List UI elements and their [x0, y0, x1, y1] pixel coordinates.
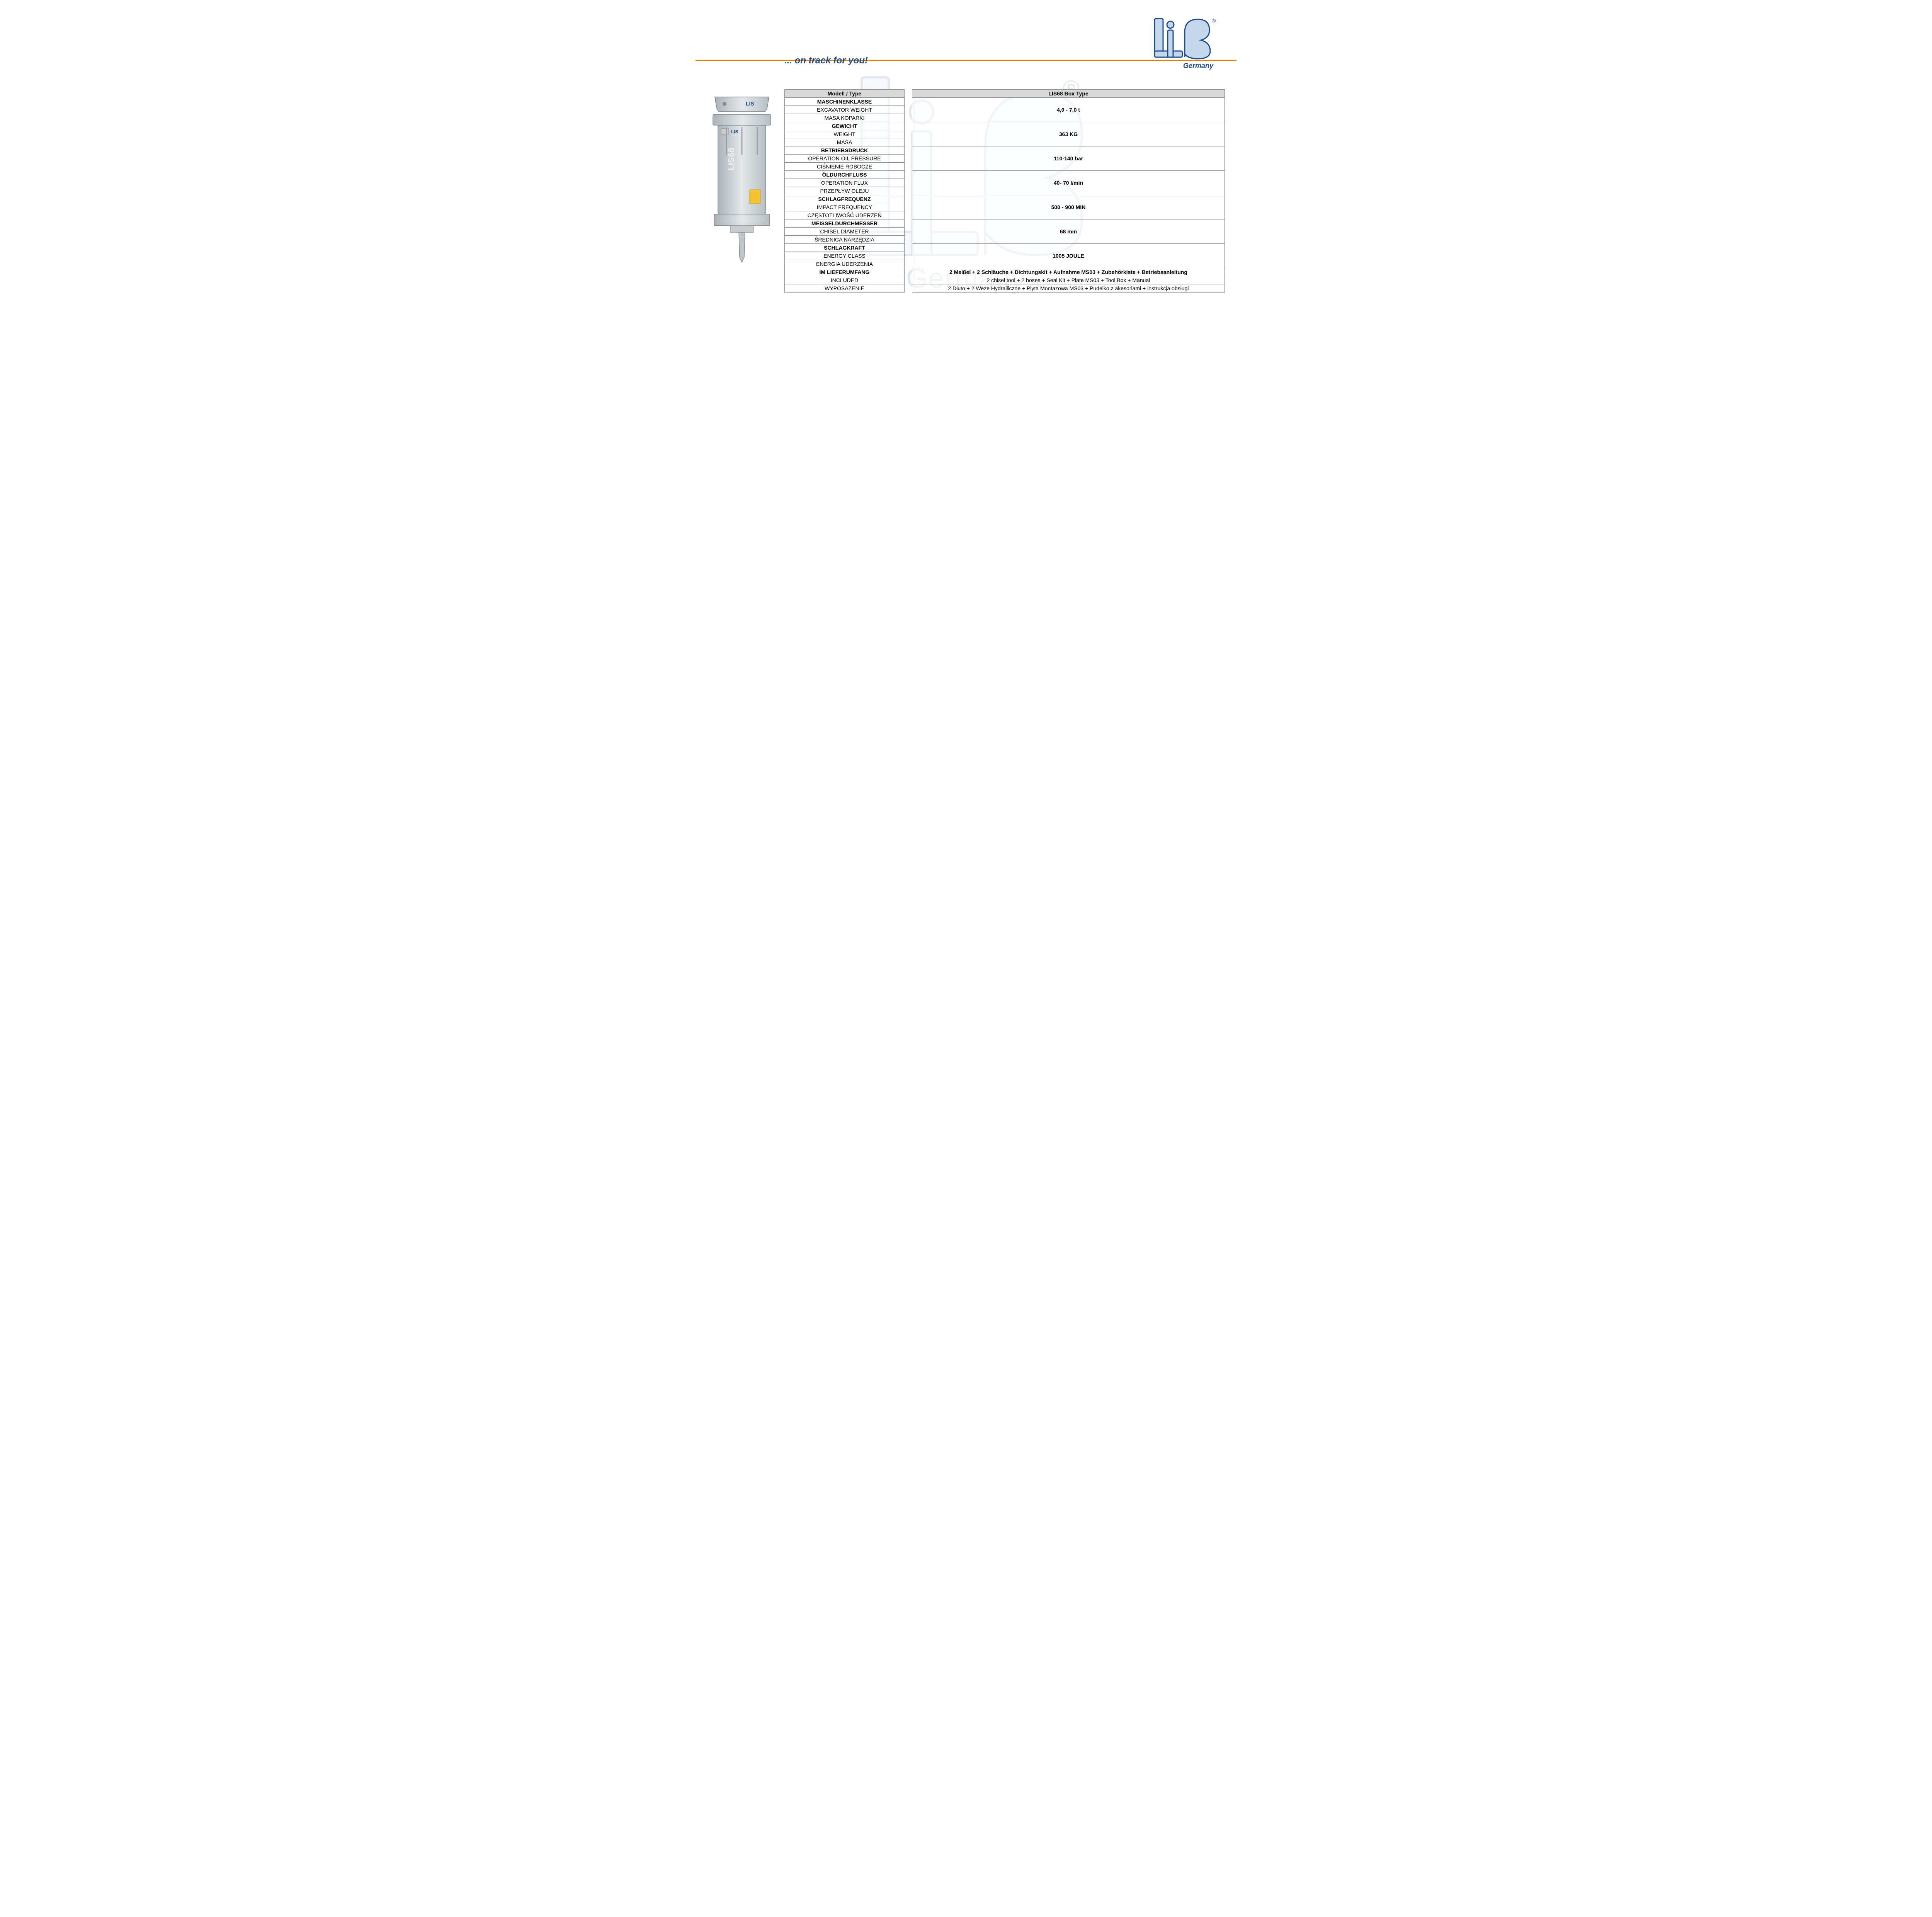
spec-value: 68 mm [912, 219, 1225, 244]
spec-value: 363 KG [912, 122, 1225, 146]
spec-label: ŚREDNICA NARZĘDZIA [785, 236, 905, 244]
included-label: INCLUDED [785, 276, 905, 284]
spec-label: MASA [785, 138, 905, 146]
brand-logo: ® Germany [1151, 15, 1225, 70]
spec-label: ENERGIA UDERZENIA [785, 260, 905, 268]
page-header: ... on track for you! ® Germany [707, 15, 1225, 70]
svg-text:LIS: LIS [746, 100, 754, 107]
spec-label: CIŚNIENIE ROBOCZE [785, 163, 905, 171]
spec-value: 500 - 900 MIN [912, 195, 1225, 219]
spec-value: 40- 70 l/min [912, 171, 1225, 195]
spec-label: SCHLAGKRAFT [785, 244, 905, 252]
tagline: ... on track for you! [707, 55, 868, 70]
spec-label: EXCAVATOR WEIGHT [785, 106, 905, 114]
spec-label: CZĘSTOTLIWOŚĆ UDERZEŃ [785, 211, 905, 219]
spec-value: 1005 JOULE [912, 244, 1225, 268]
brand-subtext: Germany [1151, 62, 1217, 70]
spec-label: WEIGHT [785, 130, 905, 138]
spec-label: ÖLDURCHFLUSS [785, 171, 905, 179]
svg-text:LIS68: LIS68 [726, 148, 736, 170]
spec-label: SCHLAGFREQUENZ [785, 195, 905, 203]
spec-label: CHISEL DIAMETER [785, 228, 905, 236]
spec-value: 110-140 bar [912, 146, 1225, 171]
spec-label: MASCHINENKLASSE [785, 98, 905, 106]
spec-label: MASA KOPARKI [785, 114, 905, 122]
included-value: 2 Meißel + 2 Schläuche + Dichtungskit + … [912, 268, 1225, 276]
content-area: LIS LIS LIS68 Modell / Type LIS68 Box Typ… [707, 89, 1225, 293]
spec-label: PRZEPŁYW OLEJU [785, 187, 905, 195]
included-value: 2 chisel tool + 2 hoses + Seal Kit + Pla… [912, 276, 1225, 284]
spec-value: 4,0 - 7,0 t [912, 98, 1225, 122]
included-value: 2 Dłuto + 2 Weze Hydrailiczne + Plyta Mo… [912, 284, 1225, 293]
header-value: LIS68 Box Type [912, 90, 1225, 98]
svg-text:®: ® [1212, 17, 1216, 24]
spec-label: ENERGY CLASS [785, 252, 905, 260]
spec-label: IMPACT FREQUENCY [785, 203, 905, 211]
svg-text:LIS: LIS [731, 129, 738, 134]
spec-label: MEISSELDURCHMESSER [785, 219, 905, 228]
included-label: WYPOSAZENIE [785, 284, 905, 293]
spec-label: OPERATION OIL PRESSURE [785, 155, 905, 163]
spec-label: BETRIEBSDRUCK [785, 146, 905, 155]
specification-table: Modell / Type LIS68 Box Type MASCHINENKLAS… [784, 89, 1225, 293]
spec-label: OPERATION FLUX [785, 179, 905, 187]
included-label: IM LIEFERUMFANG [785, 268, 905, 276]
header-label: Modell / Type [785, 90, 905, 98]
product-illustration: LIS LIS LIS68 [707, 89, 777, 293]
spec-label: GEWICHT [785, 122, 905, 130]
